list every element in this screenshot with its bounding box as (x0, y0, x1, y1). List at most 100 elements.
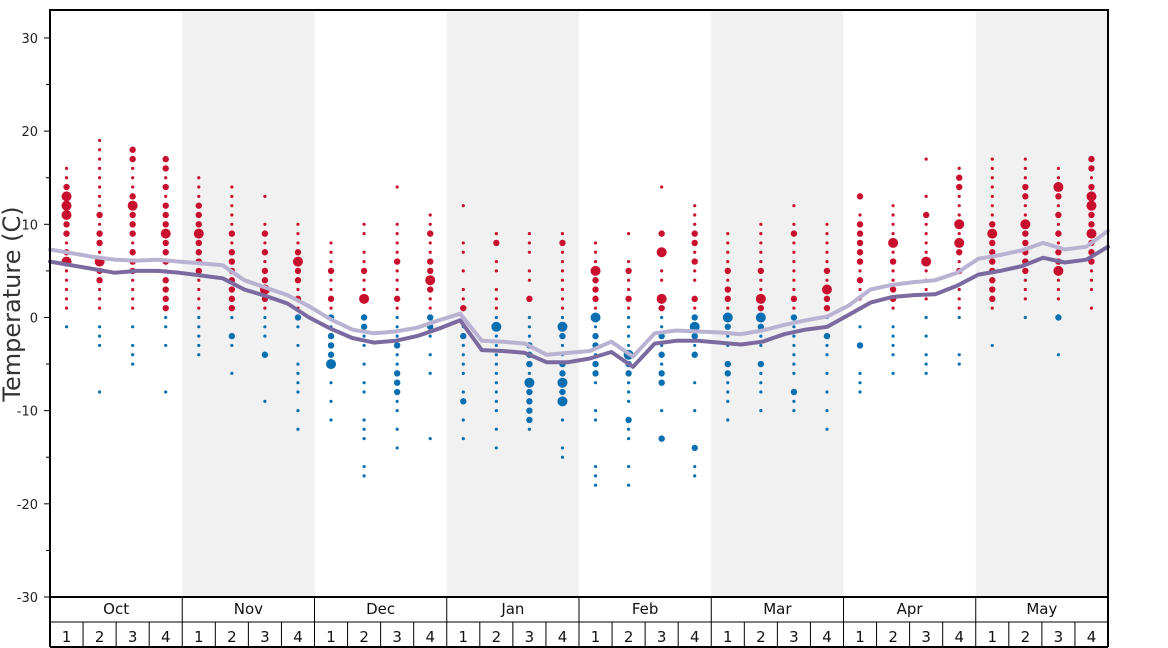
month-label-dec: Dec (366, 600, 395, 618)
data-point (327, 351, 335, 358)
data-point (1088, 183, 1095, 191)
data-point (858, 269, 862, 273)
data-point (97, 222, 102, 226)
data-point (263, 222, 267, 226)
data-point (64, 166, 69, 170)
data-point (461, 362, 465, 366)
data-point (64, 287, 69, 292)
data-point (792, 287, 796, 292)
data-point (759, 232, 763, 236)
data-point (263, 325, 267, 329)
data-point (1056, 297, 1061, 301)
data-point (557, 321, 568, 332)
data-point (494, 343, 498, 348)
data-point (131, 241, 135, 245)
data-point (559, 239, 566, 247)
data-point (129, 193, 136, 200)
data-point (197, 334, 201, 338)
data-point (592, 370, 599, 377)
data-point (792, 306, 796, 310)
week-label: 2 (756, 628, 766, 646)
data-point (825, 371, 829, 375)
week-label: 2 (1021, 628, 1031, 646)
data-point (230, 343, 234, 348)
data-point (726, 232, 730, 236)
data-point (428, 297, 432, 301)
data-point (891, 204, 895, 208)
data-point (228, 332, 236, 340)
data-point (825, 250, 829, 254)
data-point (494, 232, 498, 236)
data-point (856, 249, 864, 256)
data-point (162, 183, 169, 191)
data-point (990, 176, 994, 180)
data-point (428, 241, 432, 245)
data-point (593, 325, 598, 329)
data-point (494, 371, 498, 375)
data-point (856, 221, 864, 228)
data-point (757, 304, 765, 312)
data-point (494, 334, 498, 338)
data-point (625, 370, 632, 377)
data-point (327, 267, 335, 275)
data-point (131, 362, 135, 366)
week-label: 4 (1087, 628, 1097, 646)
data-point (691, 295, 698, 303)
data-point (825, 222, 829, 226)
data-point (626, 427, 631, 431)
data-point (360, 323, 368, 330)
data-point (329, 241, 333, 245)
data-point (395, 446, 399, 450)
data-point (626, 381, 631, 385)
data-point (230, 315, 234, 320)
data-point (891, 306, 895, 310)
data-point (759, 241, 763, 245)
data-point (792, 278, 796, 282)
data-point (296, 371, 300, 375)
data-point (924, 334, 928, 338)
data-point (296, 232, 300, 236)
data-point (193, 228, 204, 239)
data-point (395, 269, 399, 273)
data-point (195, 239, 202, 247)
data-point (195, 249, 202, 256)
data-point (989, 249, 996, 256)
data-point (693, 343, 697, 348)
data-point (823, 304, 831, 312)
data-point (61, 200, 72, 211)
data-point (162, 286, 169, 293)
data-point (63, 183, 70, 191)
y-tick-label: 20 (21, 125, 38, 140)
data-point (691, 314, 698, 321)
data-point (891, 278, 895, 282)
data-point (197, 297, 201, 301)
data-point (1023, 287, 1027, 292)
data-point (395, 287, 399, 292)
data-point (724, 360, 731, 368)
data-point (1056, 353, 1061, 357)
data-point (362, 278, 366, 282)
data-point (97, 185, 102, 189)
data-point (990, 185, 994, 189)
data-point (1088, 155, 1095, 163)
data-point (294, 249, 302, 256)
data-point (924, 362, 928, 366)
data-point (296, 241, 300, 245)
data-point (1089, 287, 1094, 292)
data-point (891, 269, 895, 273)
data-point (461, 250, 465, 254)
data-point (230, 222, 234, 226)
data-point (1055, 314, 1062, 321)
data-point (722, 312, 733, 323)
data-point (162, 165, 169, 172)
data-point (96, 230, 103, 237)
week-label: 4 (690, 628, 700, 646)
data-point (626, 334, 631, 338)
data-point (825, 278, 829, 282)
data-point (230, 371, 234, 375)
series-line-light (48, 228, 1110, 359)
data-point (560, 250, 565, 254)
month-band-nov (182, 10, 315, 597)
data-point (691, 258, 698, 265)
data-point (362, 343, 366, 348)
